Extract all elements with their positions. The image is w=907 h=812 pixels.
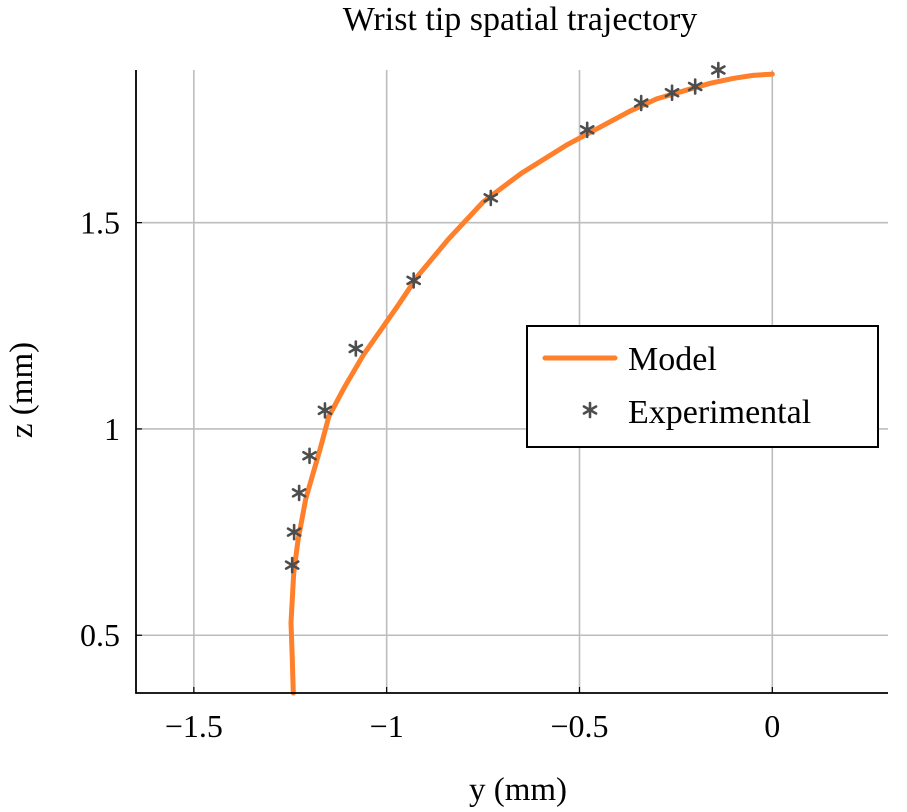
legend: Model Experimental <box>526 325 879 448</box>
experimental-point <box>710 61 726 79</box>
x-tick-label: −0.5 <box>550 708 608 744</box>
asterisk-arm <box>633 98 649 108</box>
asterisk-arm <box>406 275 422 286</box>
y-axis-label: z (mm) <box>4 342 40 438</box>
legend-model-label: Model <box>628 341 717 378</box>
asterisk-arm <box>286 527 302 537</box>
asterisk-arm <box>302 450 317 461</box>
experimental-point <box>317 402 333 419</box>
legend-box <box>526 325 879 448</box>
experimental-point <box>284 556 300 574</box>
asterisk-arm <box>582 405 598 415</box>
x-tick-label: 0 <box>764 708 780 744</box>
asterisk-arm <box>317 405 333 416</box>
experimental-point <box>291 484 307 502</box>
asterisk-arm <box>687 81 703 92</box>
y-tick-label: 0.5 <box>80 617 120 653</box>
x-tick-label: −1 <box>370 708 404 744</box>
legend-experimental-label: Experimental <box>628 394 811 431</box>
asterisk-arm <box>291 488 307 498</box>
x-tick-label: −1.5 <box>165 708 223 744</box>
experimental-point <box>633 94 649 112</box>
legend-experimental-swatch <box>582 401 598 419</box>
y-tick-label: 1 <box>104 411 120 447</box>
experimental-series <box>284 61 726 574</box>
experimental-point <box>483 189 499 207</box>
asterisk-arm <box>579 125 595 135</box>
experimental-point <box>579 121 595 139</box>
asterisk-arm <box>348 343 364 354</box>
experimental-point <box>664 84 680 101</box>
chart-title: Wrist tip spatial trajectory <box>343 1 698 38</box>
experimental-point <box>286 523 302 541</box>
experimental-point <box>687 78 703 95</box>
x-axis-label: y (mm) <box>469 772 567 808</box>
asterisk-arm <box>710 65 726 75</box>
y-tick-label: 1.5 <box>80 205 120 241</box>
asterisk-arm <box>284 560 300 570</box>
experimental-point <box>406 272 422 289</box>
ticks: −1.5 −1 −0.5 0 0.5 1 1.5 <box>80 205 780 744</box>
experimental-point <box>302 447 317 465</box>
asterisk-arm <box>664 87 680 98</box>
legend-asterisk <box>582 401 598 419</box>
asterisk-arm <box>483 193 499 203</box>
experimental-point <box>348 340 364 357</box>
axes <box>135 70 888 694</box>
axis-frame <box>135 70 888 694</box>
